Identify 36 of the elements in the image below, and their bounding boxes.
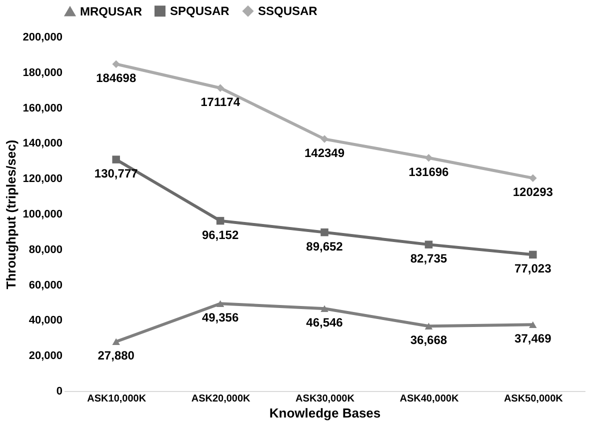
x-tick-label: ASK10,000K bbox=[87, 394, 147, 404]
y-tick-label: 100,000 bbox=[22, 208, 62, 220]
y-tick-label: 80,000 bbox=[28, 244, 62, 256]
data-label: 142349 bbox=[304, 146, 345, 160]
y-tick-label: 60,000 bbox=[28, 279, 62, 292]
data-label: 131696 bbox=[408, 164, 450, 179]
data-label: 82,735 bbox=[410, 252, 448, 266]
x-axis-title: Knowledge Bases bbox=[269, 406, 381, 420]
y-tick-label: 0 bbox=[56, 386, 62, 398]
x-tick-label: ASK30,000K bbox=[296, 394, 356, 404]
y-tick-label: 140,000 bbox=[22, 138, 62, 150]
y-tick-label: 200,000 bbox=[22, 32, 62, 44]
y-axis-title: Throughput (triples/sec) bbox=[4, 140, 19, 290]
data-label: 120293 bbox=[512, 185, 554, 200]
data-label: 171174 bbox=[200, 95, 240, 110]
legend-label: SSQUSAR bbox=[258, 4, 318, 18]
data-label: 46,546 bbox=[306, 316, 344, 330]
data-label: 96,152 bbox=[202, 228, 239, 242]
x-tick-label: ASK40,000K bbox=[400, 394, 460, 404]
x-tick-label: ASK20,000K bbox=[191, 394, 252, 404]
data-label: 27,880 bbox=[98, 348, 135, 363]
y-tick-label: 120,000 bbox=[22, 173, 62, 186]
y-tick-label: 40,000 bbox=[28, 314, 62, 327]
y-tick-label: 20,000 bbox=[28, 350, 62, 362]
data-label: 37,469 bbox=[514, 332, 552, 346]
legend-label: MRQUSAR bbox=[80, 4, 142, 18]
data-label: 36,668 bbox=[410, 333, 448, 348]
data-label: 49,356 bbox=[202, 310, 239, 325]
x-tick-label: ASK50,000K bbox=[504, 394, 564, 404]
y-tick-label: 180,000 bbox=[22, 66, 62, 79]
data-label: 184698 bbox=[96, 71, 136, 86]
y-tick-label: 160,000 bbox=[22, 102, 62, 114]
data-label: 130,777 bbox=[94, 166, 138, 181]
data-label: 77,023 bbox=[514, 262, 552, 276]
legend-label: SPQUSAR bbox=[170, 4, 230, 18]
data-label: 89,652 bbox=[306, 239, 344, 254]
